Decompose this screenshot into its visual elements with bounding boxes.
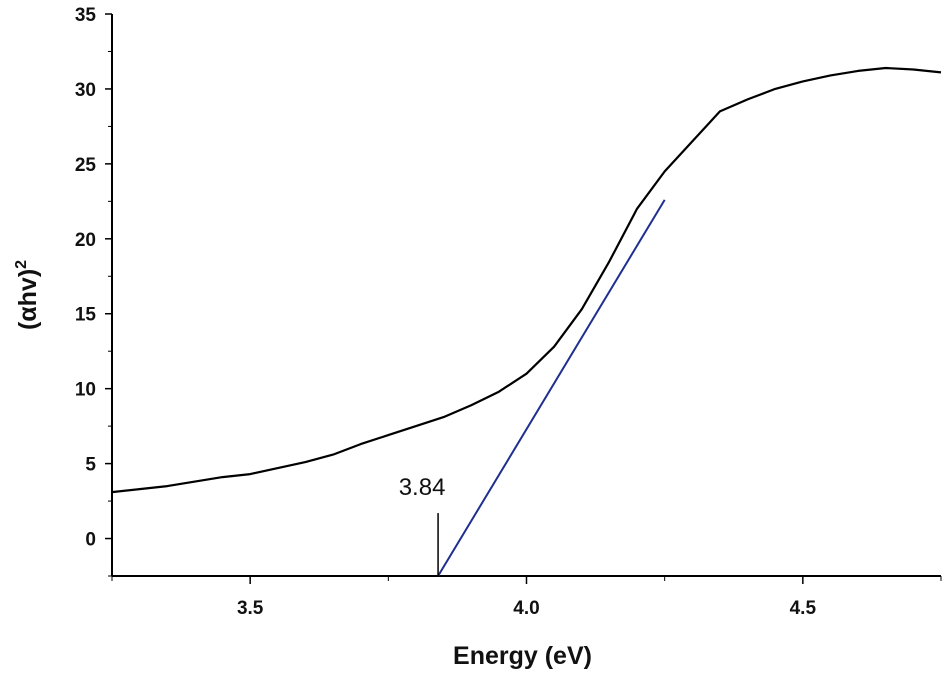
y-tick-label: 0 [85,530,96,551]
y-tick-label: 10 [75,380,96,401]
x-tick-label: 4.0 [513,598,539,619]
y-axis: 0 5 10 15 20 25 30 35 [75,5,112,577]
bandgap-label: 3.84 [399,474,446,501]
x-tick-label: 4.5 [790,598,817,619]
y-tick-label: 30 [75,80,96,101]
x-axis-title: Energy (eV) [453,642,592,670]
y-tick-label: 35 [75,5,97,26]
y-axis-title-superscript: 2 [13,260,30,269]
y-tick-label: 15 [75,305,97,326]
x-axis: 3.5 4.0 4.5 [111,576,942,619]
fit-line [437,199,666,577]
y-tick-label: 25 [75,155,97,176]
y-tick-label: 20 [75,230,96,251]
y-tick-label: 5 [85,455,96,476]
annotation-layer: 3.84 [399,474,446,576]
plot-axes [111,14,941,577]
series-layer [111,66,942,577]
y-axis-title: (αhv)2 [13,260,42,330]
x-tick-label: 3.5 [237,598,264,619]
y-axis-title-text: (αhv) [14,269,42,330]
absorption-curve [111,66,942,494]
